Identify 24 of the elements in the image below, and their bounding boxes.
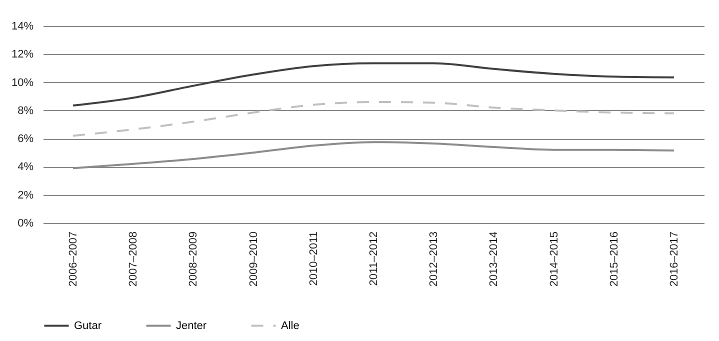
x-tick-label: 2014–2015 — [548, 232, 560, 287]
legend-label: Alle — [281, 320, 300, 332]
x-tick-label: 2013–2014 — [488, 232, 500, 287]
line-series — [72, 62, 675, 107]
x-tick-label: 2007–2008 — [128, 232, 140, 287]
y-tick-label: 8% — [18, 104, 34, 117]
y-tick-label: 14% — [11, 20, 34, 32]
y-tick-label: 6% — [18, 133, 34, 146]
y-tick-label: 2% — [18, 189, 34, 202]
y-tick-label: 0% — [18, 218, 34, 230]
x-tick-label: 2010–2011 — [308, 232, 320, 286]
x-tick-label: 2015–2016 — [608, 232, 620, 287]
x-tick-label: 2009–2010 — [248, 232, 260, 287]
x-tick-label: 2016–2017 — [668, 232, 680, 287]
legend-label: Jenter — [176, 320, 207, 332]
x-tick-label: 2008–2009 — [188, 232, 200, 287]
y-tick-label: 12% — [11, 48, 34, 61]
x-tick-label: 2012–2013 — [428, 232, 440, 287]
y-tick-label: 10% — [11, 76, 34, 89]
line-series — [72, 100, 675, 137]
x-tick-label: 2006–2007 — [68, 232, 80, 287]
y-tick-label: 4% — [18, 161, 34, 174]
x-tick-label: 2011–2012 — [368, 232, 380, 286]
legend-label: Gutar — [74, 320, 102, 332]
